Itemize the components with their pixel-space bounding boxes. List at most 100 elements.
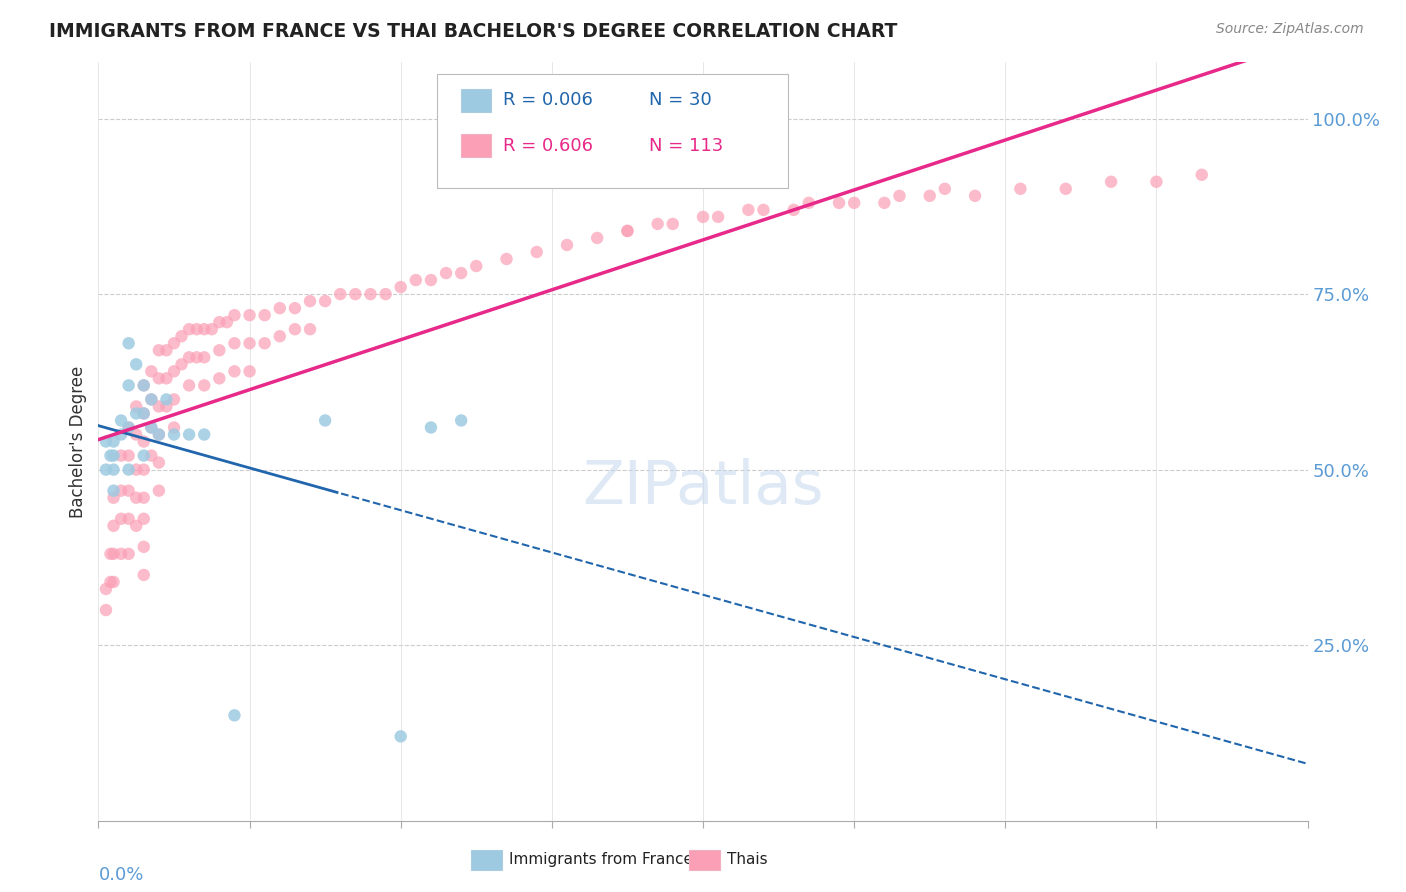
Point (132, 407, 155, 421)
Point (103, 574, 125, 589)
Point (253, 308, 276, 322)
Point (103, 434, 125, 449)
Point (148, 456, 170, 470)
Point (647, 217, 669, 231)
Point (1191, 168, 1213, 182)
Point (132, 407, 155, 421)
Point (224, 336, 246, 351)
Point (1010, 182, 1032, 196)
Point (661, 217, 683, 231)
Text: N = 113: N = 113 (648, 136, 723, 155)
Point (193, 378, 215, 392)
Point (208, 343, 231, 358)
Point (450, 413, 472, 427)
Point (844, 195, 866, 210)
Point (155, 343, 177, 358)
Point (179, 427, 201, 442)
Text: Thais: Thais (727, 853, 768, 867)
Point (179, 378, 201, 392)
Point (420, 420, 443, 434)
FancyBboxPatch shape (461, 89, 492, 112)
Point (118, 378, 141, 392)
Point (389, 280, 412, 294)
Point (132, 378, 155, 392)
Point (94, 434, 117, 449)
Point (215, 315, 238, 329)
Point (155, 371, 177, 385)
Point (586, 231, 609, 245)
Point (934, 182, 956, 196)
Point (208, 371, 231, 385)
Point (125, 357, 148, 371)
Point (110, 449, 132, 463)
Point (125, 427, 148, 442)
Point (186, 322, 208, 336)
Point (148, 427, 170, 442)
Point (118, 512, 141, 526)
Point (170, 357, 193, 371)
Point (125, 491, 148, 505)
Point (389, 730, 412, 744)
Text: Source: ZipAtlas.com: Source: ZipAtlas.com (1216, 22, 1364, 37)
Point (94, 603, 117, 617)
Point (179, 351, 201, 365)
Point (110, 512, 132, 526)
Point (141, 392, 163, 407)
Point (148, 371, 170, 385)
Point (94, 462, 117, 476)
Point (783, 202, 806, 217)
Point (94, 582, 117, 596)
Point (103, 483, 125, 498)
Point (118, 449, 141, 463)
Point (465, 259, 488, 273)
Point (132, 434, 155, 449)
Point (125, 518, 148, 533)
Point (239, 336, 262, 351)
Point (526, 244, 548, 259)
Text: R = 0.606: R = 0.606 (503, 136, 593, 155)
Point (752, 202, 775, 217)
Point (737, 202, 759, 217)
Point (148, 483, 170, 498)
Point (495, 252, 517, 266)
Point (163, 427, 186, 442)
Point (889, 189, 911, 203)
Point (163, 336, 186, 351)
Point (100, 547, 122, 561)
Point (797, 195, 820, 210)
Point (110, 483, 132, 498)
Point (179, 322, 201, 336)
Point (224, 364, 246, 378)
Point (201, 322, 224, 336)
Point (141, 364, 163, 378)
Point (299, 322, 322, 336)
Point (132, 540, 155, 554)
Point (344, 287, 367, 301)
Point (450, 266, 472, 280)
Point (118, 483, 141, 498)
Point (110, 547, 132, 561)
Point (420, 273, 443, 287)
Point (148, 343, 170, 358)
Text: N = 30: N = 30 (648, 91, 711, 110)
Point (125, 462, 148, 476)
Text: Immigrants from France: Immigrants from France (509, 853, 693, 867)
Point (100, 574, 122, 589)
Point (125, 407, 148, 421)
Point (269, 301, 291, 315)
Point (707, 210, 730, 224)
Text: IMMIGRANTS FROM FRANCE VS THAI BACHELOR'S DEGREE CORRELATION CHART: IMMIGRANTS FROM FRANCE VS THAI BACHELOR'… (49, 22, 897, 41)
Text: ZIPatlas: ZIPatlas (582, 458, 824, 516)
Point (239, 364, 262, 378)
Point (163, 420, 186, 434)
Point (118, 420, 141, 434)
Point (141, 420, 163, 434)
Point (329, 287, 352, 301)
Point (239, 308, 262, 322)
Point (148, 400, 170, 414)
Point (155, 400, 177, 414)
Point (616, 224, 638, 238)
Point (224, 708, 246, 723)
Point (118, 420, 141, 434)
Point (103, 547, 125, 561)
